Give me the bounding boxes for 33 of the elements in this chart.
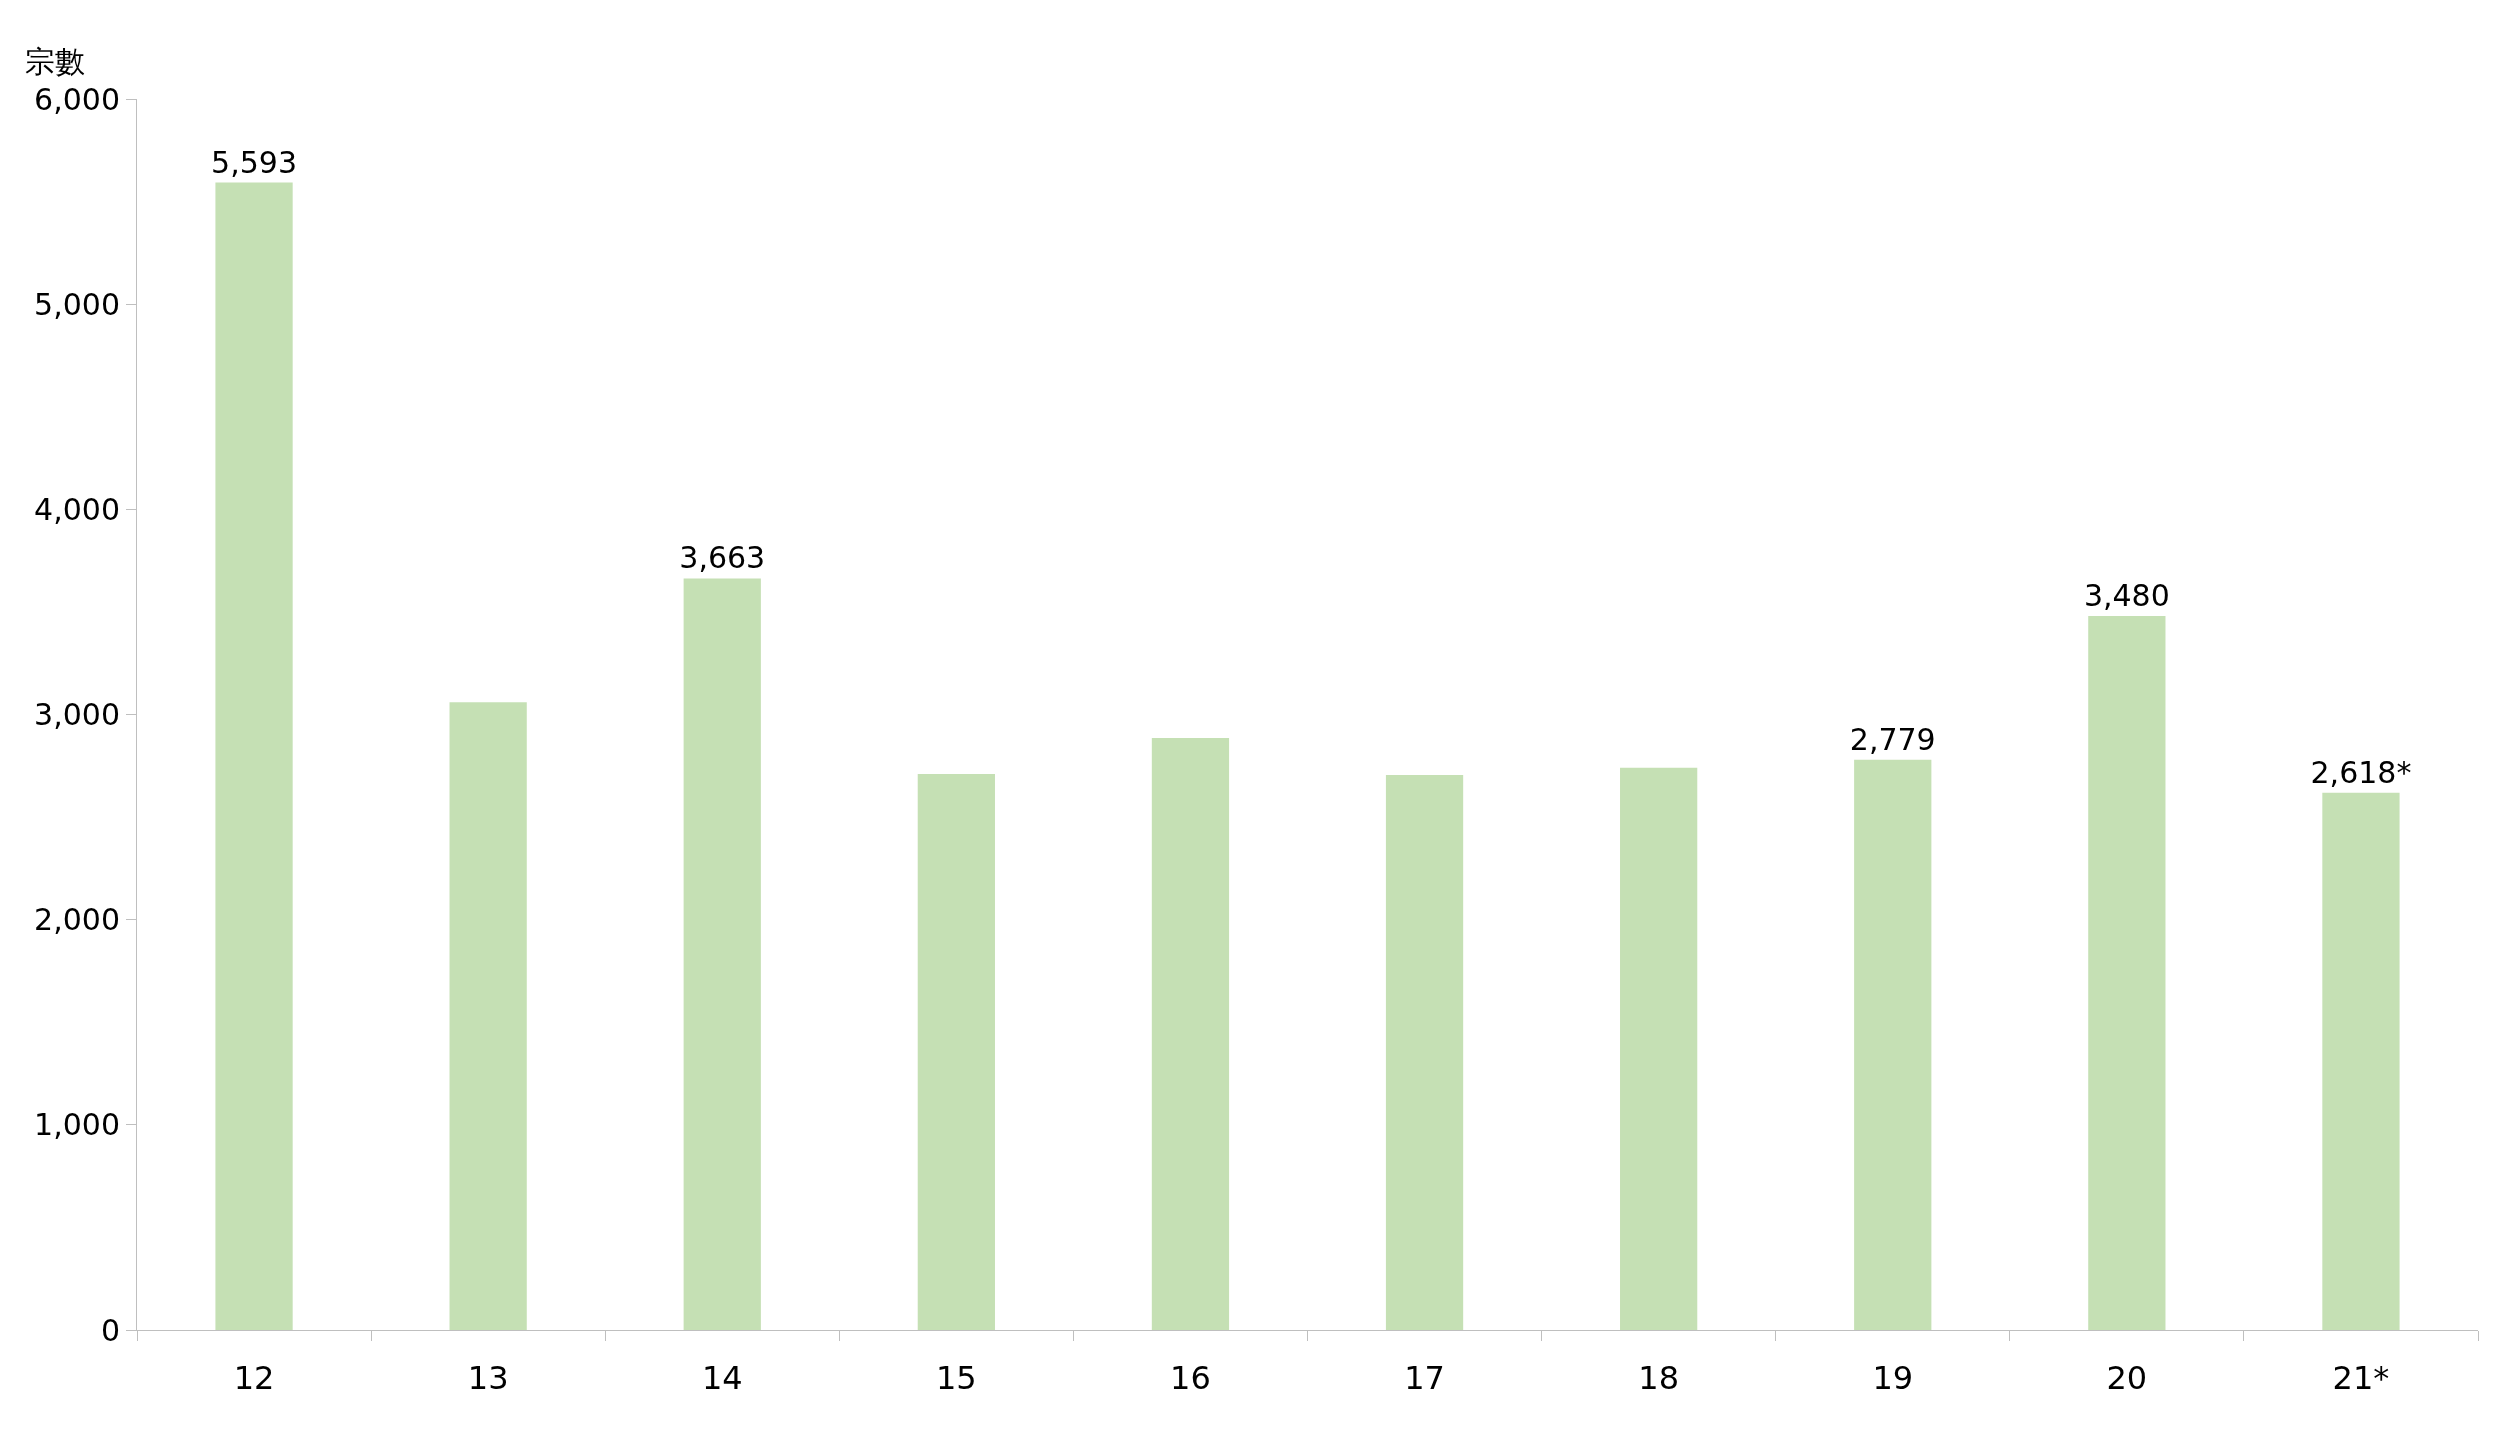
bar: [2088, 616, 2166, 1330]
x-tick-label: 16: [1170, 1359, 1211, 1398]
bar: [1620, 767, 1698, 1330]
y-tick-label: 4,000: [34, 491, 120, 527]
bar: [1854, 759, 1932, 1330]
x-tick-label: 12: [233, 1359, 275, 1398]
y-tick-label: 6,000: [34, 81, 120, 117]
bar: [2322, 792, 2400, 1330]
data-label: 2,618*: [2310, 754, 2412, 790]
x-tick-label: 20: [2106, 1359, 2148, 1398]
x-tick-label: 14: [701, 1359, 743, 1398]
x-tick-label: 21*: [2332, 1359, 2390, 1398]
bar: [683, 578, 761, 1330]
x-tick-label: 19: [1872, 1359, 1914, 1398]
y-tick-label: 0: [100, 1312, 120, 1348]
bar: [1151, 738, 1230, 1330]
data-label: 5,593: [211, 144, 297, 180]
bar: [215, 182, 293, 1330]
x-tick-label: 18: [1638, 1359, 1680, 1398]
y-tick-label: 5,000: [34, 286, 120, 322]
x-tick-label: 17: [1404, 1359, 1445, 1398]
data-label: 2,779: [1849, 721, 1936, 757]
y-tick-label: 3,000: [34, 697, 120, 732]
y-axis-title: 宗數: [25, 44, 85, 79]
x-tick-label: 13: [467, 1359, 509, 1398]
bar: [917, 774, 995, 1330]
y-tick-label: 1,000: [34, 1107, 120, 1143]
x-tick-label: 15: [935, 1359, 977, 1398]
bar: [1385, 775, 1464, 1330]
data-label: 3,480: [2083, 578, 2170, 614]
bar: [449, 702, 527, 1330]
y-tick-label: 2,000: [34, 902, 120, 938]
data-label: 3,663: [679, 540, 766, 576]
